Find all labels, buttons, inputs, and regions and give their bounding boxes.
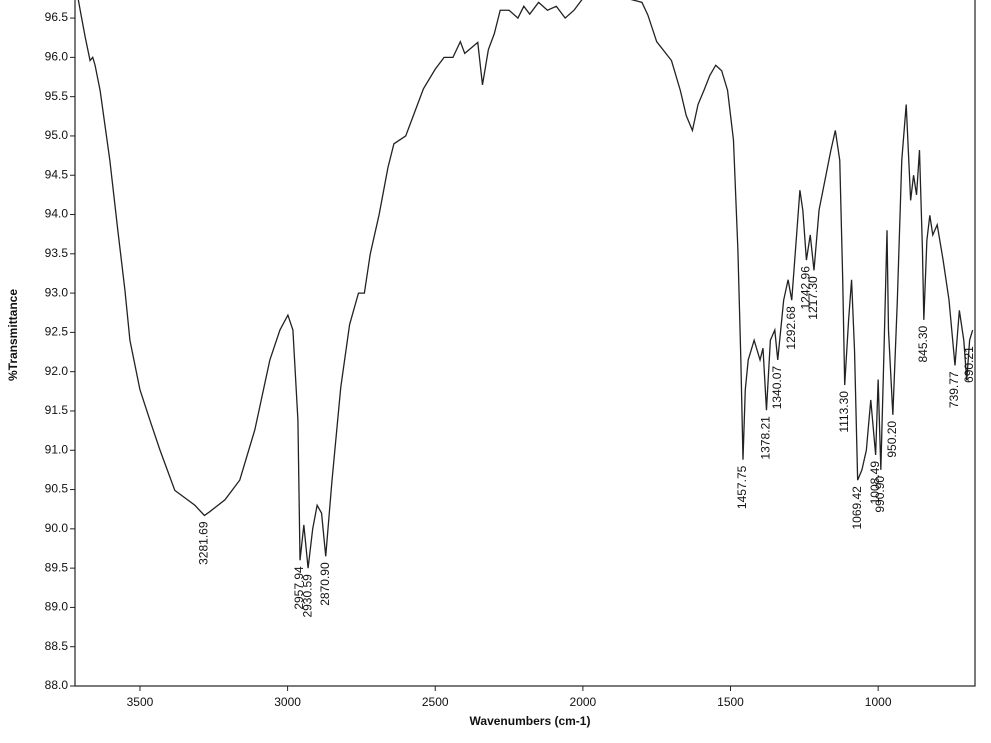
y-axis-title: %Transmittance <box>6 289 20 381</box>
y-tick-label: 96.5 <box>45 10 69 24</box>
peak-label: 1217.30 <box>806 276 820 320</box>
y-tick-label: 91.5 <box>45 403 69 417</box>
peak-label: 990.90 <box>873 476 887 513</box>
peak-label: 2930.59 <box>300 574 314 618</box>
peak-label: 1340.07 <box>770 366 784 410</box>
peak-label: 950.20 <box>885 421 899 458</box>
y-tick-label: 92.0 <box>45 364 69 378</box>
y-tick-label: 89.5 <box>45 560 69 574</box>
peak-label: 1113.30 <box>837 391 851 433</box>
peak-label: 690.21 <box>962 346 976 383</box>
peak-label: 845.30 <box>916 325 930 362</box>
y-tick-label: 95.0 <box>45 128 69 142</box>
y-tick-label: 88.0 <box>45 678 69 692</box>
x-tick-label: 1000 <box>865 695 892 709</box>
peak-label: 2870.90 <box>318 562 332 606</box>
x-tick-label: 2500 <box>422 695 449 709</box>
y-tick-label: 94.5 <box>45 167 69 181</box>
y-tick-label: 88.5 <box>45 639 69 653</box>
peak-label: 1008.49 <box>868 461 882 505</box>
peak-label: 3281.69 <box>197 521 211 565</box>
peak-label: 1242.96 <box>799 266 813 310</box>
peak-label: 1069.42 <box>850 486 864 530</box>
y-tick-label: 91.0 <box>45 442 69 456</box>
y-tick-label: 93.5 <box>45 246 69 260</box>
spectrum-line <box>77 0 974 569</box>
y-tick-label: 94.0 <box>45 207 69 221</box>
y-tick-label: 95.5 <box>45 89 69 103</box>
y-tick-label: 92.5 <box>45 325 69 339</box>
plot-frame <box>74 0 976 687</box>
peak-label: 2957.94 <box>292 566 306 610</box>
x-axis-title: Wavenumbers (cm-1) <box>470 714 591 728</box>
y-tick-label: 93.0 <box>45 285 69 299</box>
y-tick-label: 90.5 <box>45 482 69 496</box>
x-tick-label: 1500 <box>717 695 744 709</box>
peak-label: 1457.75 <box>735 465 749 509</box>
peak-label: 1378.21 <box>759 416 773 460</box>
y-tick-label: 96.0 <box>45 50 69 64</box>
x-tick-label: 3000 <box>274 695 301 709</box>
x-tick-label: 3500 <box>127 695 154 709</box>
y-tick-label: 90.0 <box>45 521 69 535</box>
x-tick-label: 2000 <box>570 695 597 709</box>
peak-label: 1292.68 <box>784 306 798 350</box>
peak-label: 739.77 <box>947 371 961 408</box>
y-tick-label: 89.0 <box>45 600 69 614</box>
